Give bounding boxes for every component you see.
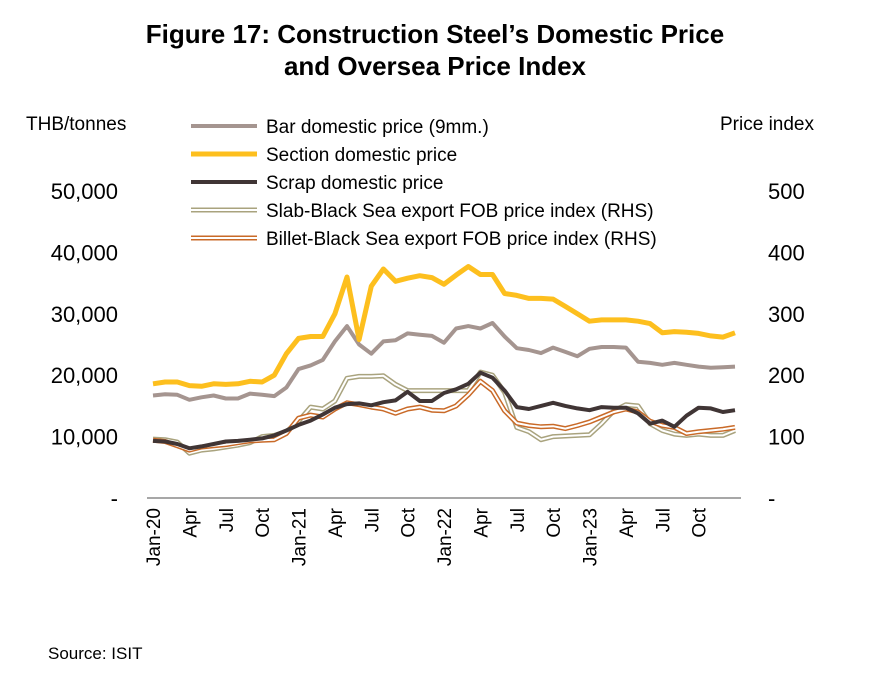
x-tick-label: Jan-21	[290, 508, 311, 566]
right-tick-label: 300	[768, 302, 805, 327]
left-tick-label: 50,000	[51, 179, 118, 204]
right-tick-label: 100	[768, 425, 805, 450]
x-tick-label: Apr	[471, 507, 492, 537]
x-tick-label: Oct	[690, 507, 711, 537]
series-line-1	[152, 321, 736, 402]
x-tick-label: Jul	[217, 508, 238, 532]
chart-title: Figure 17: Construction Steel’s Domestic…	[0, 18, 870, 82]
x-tick-label: Jan-20	[144, 508, 165, 566]
source-note: Source: ISIT	[48, 644, 143, 663]
legend-label: Billet-Black Sea export FOB price index …	[266, 229, 657, 250]
right-tick-label: 500	[768, 179, 805, 204]
right-axis-unit: Price index	[720, 114, 814, 135]
legend-label: Slab-Black Sea export FOB price index (R…	[266, 201, 654, 222]
series-line-3	[152, 370, 736, 451]
x-tick-label: Jan-23	[581, 508, 602, 566]
x-tick-label: Apr	[326, 507, 347, 537]
left-tick-label: 10,000	[51, 425, 118, 450]
x-tick-label: Oct	[253, 507, 274, 537]
legend-label: Scrap domestic price	[266, 173, 443, 194]
legend-label: Section domestic price	[266, 145, 457, 166]
series-lines	[152, 264, 736, 456]
right-tick-label: -	[768, 486, 775, 511]
legend: Bar domestic price (9mm.) Section domesti…	[191, 117, 657, 250]
right-tick-label: 200	[768, 363, 805, 388]
chart-title-line-2: and Oversea Price Index	[283, 51, 587, 81]
series-line-2	[152, 264, 736, 389]
axes: - - 10,000 100 20,000 200 30,000 300 40,000 400 50…	[51, 179, 805, 566]
x-tick-label: Apr	[617, 507, 638, 537]
x-tick-label: Jan-22	[435, 508, 456, 566]
left-tick-label: 20,000	[51, 363, 118, 388]
legend-label: Bar domestic price (9mm.)	[266, 117, 489, 138]
left-axis-unit: THB/tonnes	[26, 114, 127, 135]
chart-title-line-1: Figure 17: Construction Steel’s Domestic…	[145, 19, 725, 49]
x-tick-label: Apr	[180, 507, 201, 537]
x-tick-label: Jul	[362, 508, 383, 532]
left-tick-label: -	[111, 486, 118, 511]
left-tick-label: 30,000	[51, 302, 118, 327]
x-tick-label: Jul	[653, 508, 674, 532]
x-tick-label: Oct	[399, 507, 420, 537]
x-tick-label: Oct	[544, 507, 565, 537]
right-tick-label: 400	[768, 240, 805, 265]
left-tick-label: 40,000	[51, 240, 118, 265]
x-tick-label: Jul	[508, 508, 529, 532]
